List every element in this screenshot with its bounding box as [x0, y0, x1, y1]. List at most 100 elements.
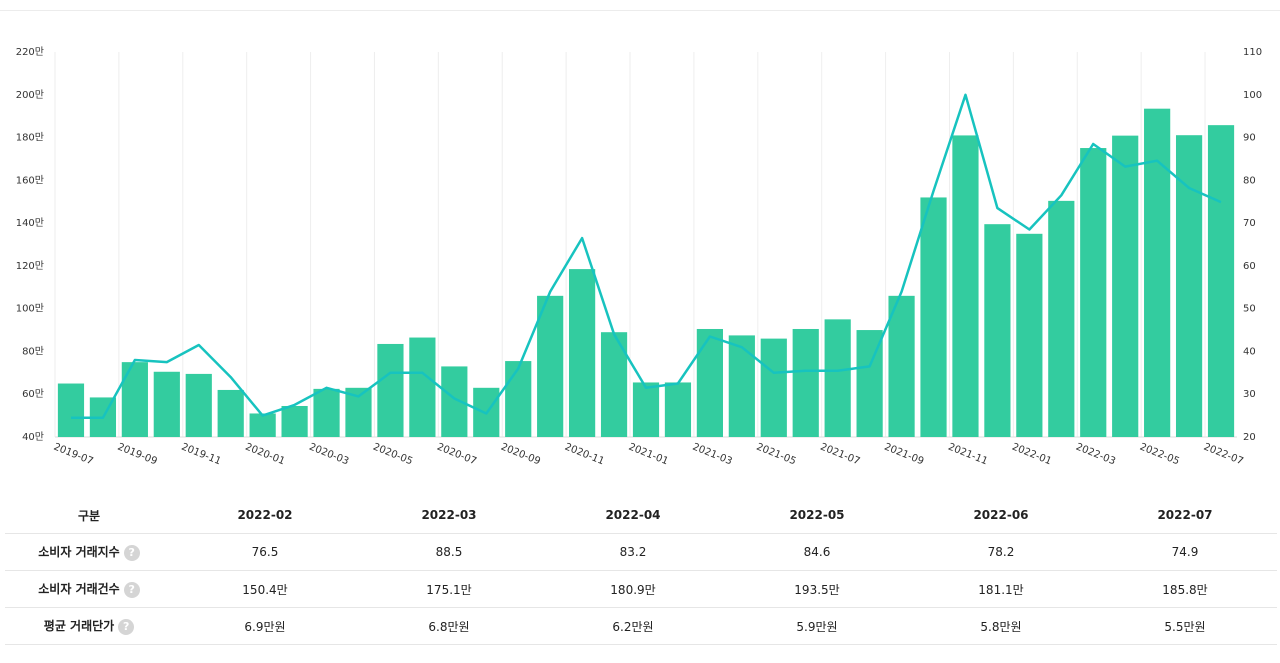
bar: [696, 328, 723, 437]
x-tick-label: 2021-11: [946, 442, 989, 468]
bar: [760, 338, 787, 437]
x-tick-label: 2020-03: [307, 442, 350, 468]
table-cell: 180.9만: [541, 570, 725, 608]
x-axis: 2019-07 2019-09 2019-11 2020-01 2020-03 2020-…: [52, 442, 1245, 468]
bar: [57, 383, 85, 437]
y-left-tick-label: 220만: [16, 46, 44, 58]
bar: [632, 382, 660, 437]
bar: [1175, 135, 1203, 438]
x-tick-label: 2022-05: [1138, 442, 1181, 468]
x-tick-label: 2022-07: [1202, 442, 1245, 468]
table-cell: 84.6: [725, 533, 909, 571]
bar: [217, 389, 244, 437]
y-left-tick-label: 160만: [16, 174, 44, 186]
y-left-tick-label: 40만: [22, 431, 44, 443]
table-cell: 5.9만원: [725, 607, 909, 645]
bar: [121, 362, 148, 437]
x-tick-label: 2021-05: [755, 442, 798, 468]
y-left-tick-label: 60만: [22, 388, 44, 400]
y-left-tick-label: 180만: [16, 132, 44, 144]
x-tick-label: 2020-01: [244, 442, 287, 468]
table-header-month: 2022-05: [725, 497, 909, 534]
bar: [728, 335, 755, 437]
bar: [185, 373, 212, 437]
row-label-text: 소비자 거래건수: [38, 582, 120, 597]
x-tick-label: 2019-11: [180, 442, 223, 468]
bar: [1080, 148, 1107, 437]
y-axis-left: 40만 60만 80만 100만 120만 140만 160만 180만 200만 220만: [16, 46, 44, 443]
table-cell: 74.9: [1093, 533, 1277, 571]
y-left-tick-label: 200만: [16, 89, 44, 101]
table-cell: 150.4만: [173, 570, 357, 608]
table-cell: 5.5만원: [1093, 607, 1277, 645]
x-tick-label: 2019-07: [52, 442, 95, 468]
y-right-tick-label: 20: [1243, 432, 1256, 443]
y-right-tick-label: 110: [1243, 47, 1262, 58]
table-cell: 6.2만원: [541, 607, 725, 645]
transaction-chart: 40만 60만 80만 100만 120만 140만 160만 180만 200만 220만 20…: [16, 46, 1262, 468]
bar: [1144, 108, 1171, 438]
bar: [824, 319, 851, 437]
top-divider: [0, 10, 1280, 11]
x-tick-label: 2020-05: [371, 442, 414, 468]
y-right-tick-label: 40: [1243, 346, 1256, 357]
bar: [920, 197, 947, 437]
bar: [409, 337, 436, 437]
bar: [313, 388, 340, 437]
help-icon[interactable]: ?: [118, 618, 135, 635]
x-tick-label: 2020-07: [435, 442, 478, 468]
row-label-text: 소비자 거래지수: [38, 545, 120, 560]
row-label-price: 평균 거래단가?: [5, 607, 173, 645]
bar: [984, 224, 1011, 437]
table-cell: 83.2: [541, 533, 725, 571]
bar: [249, 413, 276, 437]
line-series-index: [70, 93, 1222, 420]
x-tick-label: 2022-01: [1010, 442, 1053, 468]
bar: [952, 135, 979, 437]
table-cell: 78.2: [909, 533, 1093, 571]
y-left-tick-label: 80만: [22, 345, 44, 357]
bar: [792, 328, 819, 437]
x-tick-label: 2019-09: [116, 442, 159, 468]
bar: [505, 361, 532, 437]
row-label-index: 소비자 거래지수?: [5, 533, 173, 571]
help-icon[interactable]: ?: [123, 581, 140, 598]
table-row-index: 소비자 거래지수? 76.5 88.5 83.2 84.6 78.2 74.9: [5, 533, 1277, 571]
bar: [1207, 125, 1235, 438]
bar: [1016, 233, 1043, 437]
bar: [888, 295, 915, 437]
bar: [569, 269, 596, 437]
bar: [1048, 200, 1075, 437]
y-right-tick-label: 60: [1243, 261, 1256, 272]
table-header-month: 2022-02: [173, 497, 357, 534]
y-left-tick-label: 100만: [16, 303, 44, 315]
table-header-month: 2022-04: [541, 497, 725, 534]
table-cell: 76.5: [173, 533, 357, 571]
table-cell: 193.5만: [725, 570, 909, 608]
table-cell: 185.8만: [1093, 570, 1277, 608]
y-axis-right: 20 30 40 50 60 70 80 90 100 110: [1243, 47, 1262, 443]
bar: [281, 405, 308, 437]
x-tick-label: 2020-09: [499, 442, 542, 468]
y-right-tick-label: 100: [1243, 90, 1262, 101]
x-tick-label: 2021-07: [819, 442, 862, 468]
table-header-month: 2022-03: [357, 497, 541, 534]
table-cell: 181.1만: [909, 570, 1093, 608]
table-header-row: 구분 2022-02 2022-03 2022-04 2022-05 2022-…: [5, 497, 1277, 534]
x-tick-label: 2020-11: [563, 442, 606, 468]
y-left-tick-label: 140만: [16, 217, 44, 229]
row-label-text: 평균 거래단가: [43, 619, 115, 634]
bar: [1112, 135, 1139, 437]
bar: [153, 371, 180, 437]
y-right-tick-label: 80: [1243, 175, 1256, 186]
y-right-tick-label: 30: [1243, 389, 1256, 400]
table-row-price: 평균 거래단가? 6.9만원 6.8만원 6.2만원 5.9만원 5.8만원 5…: [5, 607, 1277, 645]
y-right-tick-label: 70: [1243, 218, 1256, 229]
bar: [664, 382, 692, 437]
bar: [377, 343, 404, 437]
bar: [537, 295, 564, 437]
y-left-tick-label: 120만: [16, 260, 44, 272]
row-label-count: 소비자 거래건수?: [5, 570, 173, 608]
help-icon[interactable]: ?: [123, 544, 140, 561]
table-row-count: 소비자 거래건수? 150.4만 175.1만 180.9만 193.5만 18…: [5, 570, 1277, 608]
